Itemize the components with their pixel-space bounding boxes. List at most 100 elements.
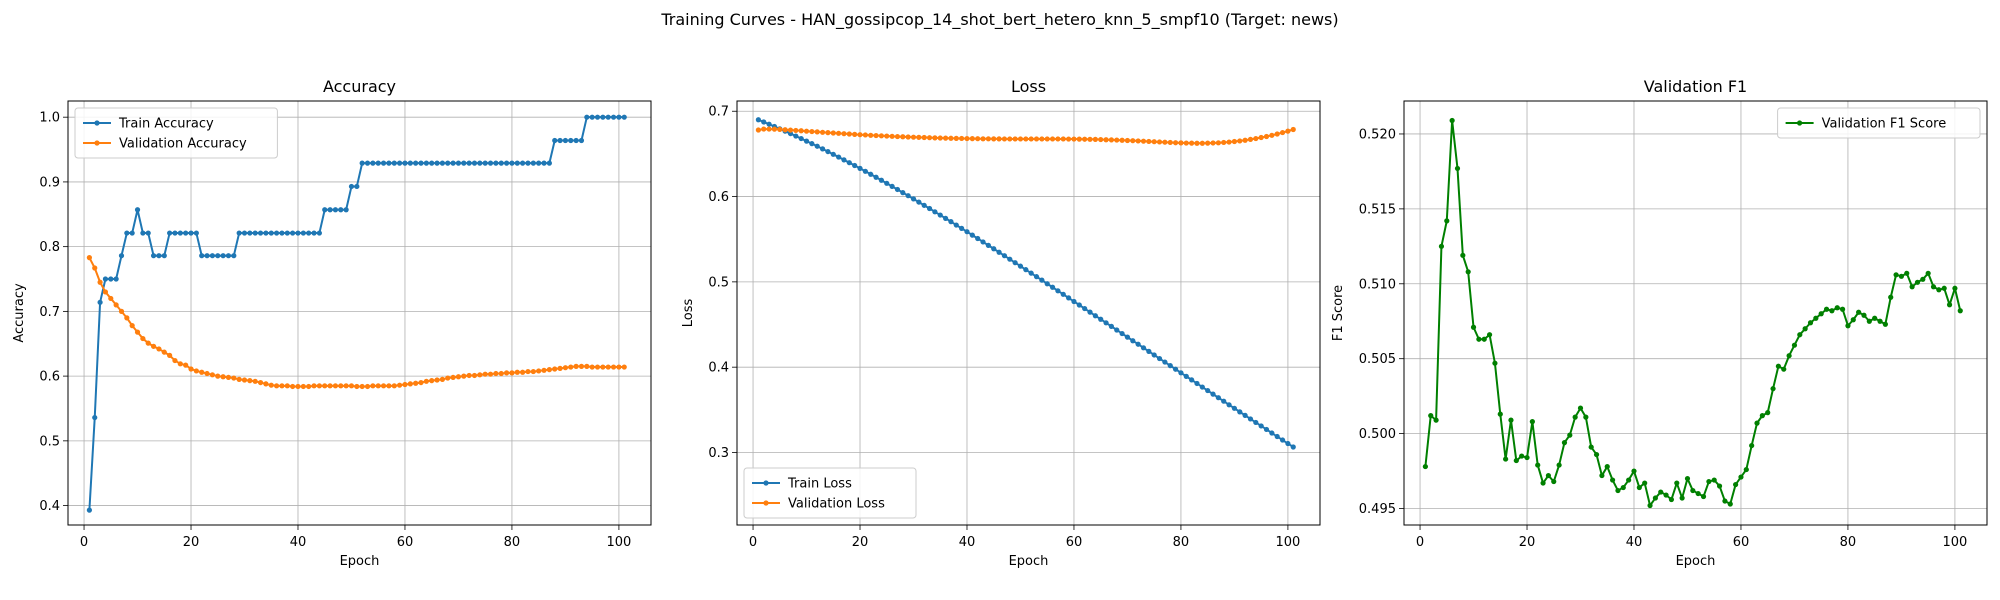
data-point bbox=[809, 128, 815, 135]
data-point bbox=[311, 383, 317, 389]
data-point bbox=[295, 383, 301, 390]
data-point bbox=[1055, 288, 1061, 294]
data-point bbox=[1700, 493, 1707, 500]
data-point bbox=[1263, 133, 1270, 140]
chart-panel-2: 0 20 40 60 80 100 0.3 0.4 0.5 0.6 0.7 Loss Epoch Loss… bbox=[681, 77, 1321, 569]
data-point bbox=[493, 370, 499, 377]
data-point bbox=[391, 383, 397, 389]
data-point bbox=[771, 126, 778, 132]
data-point bbox=[113, 302, 119, 308]
data-point bbox=[102, 276, 109, 282]
data-point bbox=[1476, 336, 1482, 342]
data-point bbox=[1028, 270, 1034, 276]
data-point bbox=[418, 160, 424, 166]
data-point bbox=[1599, 472, 1605, 479]
data-point bbox=[477, 372, 483, 378]
data-point bbox=[943, 135, 949, 141]
data-point bbox=[279, 383, 285, 389]
data-point bbox=[1135, 138, 1141, 144]
data-point bbox=[1049, 136, 1056, 142]
y-tick-label: 0.515 bbox=[1359, 202, 1396, 217]
data-point bbox=[520, 160, 526, 166]
data-point bbox=[798, 128, 804, 134]
data-point bbox=[118, 253, 125, 259]
data-point bbox=[1146, 138, 1152, 145]
data-point bbox=[557, 365, 563, 371]
data-point bbox=[1039, 136, 1045, 142]
data-point bbox=[375, 383, 381, 389]
data-point bbox=[943, 215, 949, 221]
data-point bbox=[263, 230, 269, 236]
data-point bbox=[1946, 302, 1953, 308]
data-point bbox=[1135, 341, 1141, 347]
data-point bbox=[268, 230, 274, 236]
data-point bbox=[1258, 423, 1264, 429]
data-point bbox=[852, 162, 858, 169]
data-point bbox=[1033, 274, 1040, 280]
data-point bbox=[1749, 442, 1755, 449]
data-point bbox=[605, 114, 611, 120]
y-tick-label: 0.7 bbox=[708, 105, 729, 120]
data-point bbox=[841, 157, 847, 163]
data-point bbox=[1791, 342, 1798, 348]
data-point bbox=[1882, 321, 1888, 327]
data-point bbox=[1194, 380, 1200, 387]
data-point bbox=[343, 383, 349, 389]
data-point bbox=[1060, 291, 1066, 297]
data-point bbox=[300, 230, 306, 236]
data-point bbox=[1642, 480, 1648, 486]
data-point bbox=[455, 160, 462, 166]
data-point bbox=[1727, 501, 1733, 507]
data-point bbox=[225, 253, 232, 259]
data-point bbox=[124, 315, 130, 321]
data-point bbox=[900, 134, 906, 140]
data-point bbox=[1631, 468, 1637, 474]
data-point bbox=[1001, 136, 1008, 142]
data-point bbox=[1226, 139, 1232, 145]
data-point bbox=[1092, 136, 1098, 142]
data-point bbox=[316, 230, 322, 236]
data-point bbox=[1567, 432, 1573, 438]
data-point bbox=[364, 160, 371, 166]
data-point bbox=[910, 134, 917, 140]
data-point bbox=[1231, 138, 1238, 145]
data-point bbox=[1231, 405, 1238, 411]
data-point bbox=[140, 230, 146, 236]
data-point bbox=[1189, 140, 1195, 146]
x-tick-label: 100 bbox=[1942, 535, 1967, 550]
data-point bbox=[1023, 267, 1029, 273]
data-point bbox=[814, 129, 820, 135]
data-point bbox=[1130, 338, 1136, 344]
data-point bbox=[134, 207, 141, 213]
data-point bbox=[1636, 484, 1642, 491]
data-point bbox=[953, 135, 959, 141]
data-point bbox=[1124, 137, 1131, 144]
data-point bbox=[573, 137, 579, 144]
data-point bbox=[857, 165, 863, 171]
data-point bbox=[1952, 285, 1958, 291]
data-point bbox=[1888, 294, 1894, 300]
data-point bbox=[220, 374, 226, 380]
data-point bbox=[616, 114, 622, 120]
data-point bbox=[498, 160, 504, 166]
data-point bbox=[1247, 416, 1254, 422]
data-point bbox=[231, 375, 237, 381]
data-point bbox=[268, 382, 274, 388]
data-point bbox=[1577, 405, 1584, 411]
data-point bbox=[311, 230, 317, 236]
data-point bbox=[857, 132, 863, 138]
data-point bbox=[525, 368, 531, 375]
data-point bbox=[814, 143, 820, 149]
x-tick-label: 40 bbox=[959, 535, 976, 550]
data-point bbox=[514, 160, 520, 166]
data-point bbox=[413, 380, 419, 386]
x-tick-label: 100 bbox=[1275, 535, 1300, 550]
data-point bbox=[766, 126, 772, 132]
data-point bbox=[1130, 138, 1136, 144]
data-point bbox=[1103, 320, 1109, 326]
data-point bbox=[1561, 440, 1568, 446]
data-point bbox=[1269, 430, 1275, 436]
data-point bbox=[1189, 377, 1195, 383]
y-axis-label: Accuracy bbox=[12, 283, 27, 343]
data-point bbox=[300, 383, 306, 390]
